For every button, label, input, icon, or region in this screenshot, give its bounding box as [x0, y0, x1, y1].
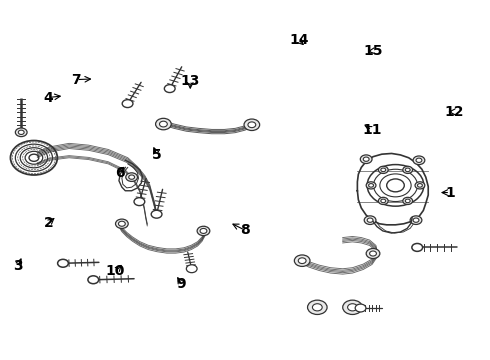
Circle shape — [15, 128, 27, 136]
Circle shape — [18, 130, 24, 134]
Text: 9: 9 — [177, 277, 186, 291]
Text: 2: 2 — [44, 216, 53, 230]
Text: 8: 8 — [240, 223, 250, 237]
Circle shape — [126, 173, 138, 181]
Circle shape — [347, 304, 357, 311]
Circle shape — [355, 304, 366, 312]
Circle shape — [308, 300, 327, 315]
Circle shape — [248, 122, 256, 128]
Circle shape — [298, 258, 306, 264]
Circle shape — [119, 221, 125, 226]
Text: 12: 12 — [444, 105, 464, 119]
Circle shape — [366, 182, 376, 189]
Text: 1: 1 — [445, 185, 455, 199]
Text: 4: 4 — [44, 90, 53, 104]
Circle shape — [200, 228, 207, 233]
Text: 11: 11 — [362, 123, 382, 137]
Circle shape — [381, 168, 386, 172]
Circle shape — [413, 218, 419, 222]
Circle shape — [129, 175, 135, 179]
Text: 13: 13 — [181, 75, 200, 89]
Circle shape — [88, 276, 98, 284]
Circle shape — [116, 219, 128, 228]
Circle shape — [366, 248, 380, 258]
Circle shape — [381, 199, 386, 203]
Text: 15: 15 — [363, 44, 383, 58]
Circle shape — [151, 210, 162, 218]
Circle shape — [294, 255, 310, 266]
Circle shape — [405, 199, 410, 203]
Circle shape — [367, 218, 373, 222]
Circle shape — [415, 182, 425, 189]
Circle shape — [134, 198, 145, 206]
Circle shape — [403, 166, 413, 174]
Circle shape — [197, 226, 210, 235]
Circle shape — [403, 197, 413, 204]
Circle shape — [244, 119, 260, 131]
Circle shape — [186, 265, 197, 273]
Text: 14: 14 — [289, 33, 309, 47]
Text: 6: 6 — [116, 166, 125, 180]
Circle shape — [378, 197, 388, 204]
Text: 3: 3 — [13, 259, 23, 273]
Circle shape — [58, 259, 69, 267]
Circle shape — [378, 166, 388, 174]
Circle shape — [364, 216, 376, 225]
Circle shape — [363, 157, 369, 161]
Circle shape — [417, 184, 422, 187]
Circle shape — [343, 300, 362, 315]
Circle shape — [368, 184, 373, 187]
Circle shape — [405, 168, 410, 172]
Text: 10: 10 — [106, 265, 125, 278]
Circle shape — [313, 304, 322, 311]
Circle shape — [413, 156, 425, 165]
Circle shape — [156, 118, 171, 130]
Circle shape — [164, 85, 175, 93]
Circle shape — [410, 216, 422, 225]
Circle shape — [360, 155, 372, 163]
Circle shape — [122, 100, 133, 108]
Circle shape — [412, 243, 422, 251]
Text: 5: 5 — [152, 148, 162, 162]
Circle shape — [416, 158, 422, 162]
Circle shape — [159, 121, 167, 127]
Circle shape — [369, 251, 376, 256]
Text: 7: 7 — [72, 73, 81, 87]
